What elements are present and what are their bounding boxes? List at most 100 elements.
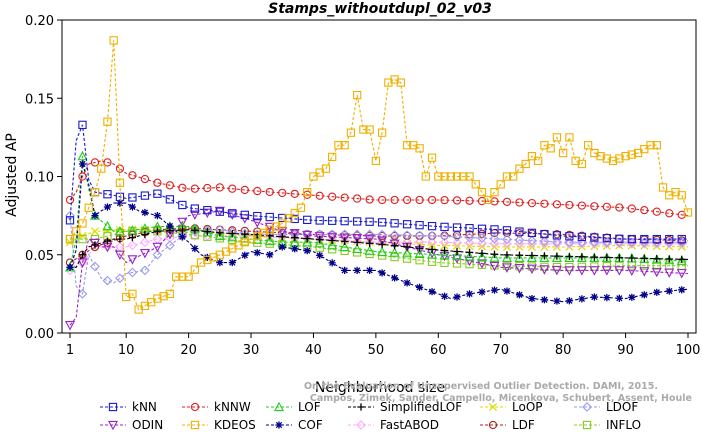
data-point-odin xyxy=(127,255,138,265)
data-point-kdeos xyxy=(602,154,611,163)
series-cof xyxy=(66,160,689,305)
data-point-fastabod xyxy=(227,231,238,241)
data-point-kdeos xyxy=(278,219,287,228)
data-point-odin xyxy=(514,264,525,274)
series-knn xyxy=(65,120,688,244)
y-axis-label: Adjusted AP xyxy=(4,133,20,217)
data-point-kdeos xyxy=(608,156,618,165)
data-point-ldof xyxy=(152,249,163,260)
data-point-inflo xyxy=(615,261,624,271)
data-point-loop xyxy=(490,242,499,251)
data-point-knn xyxy=(278,213,287,223)
data-point-knnw xyxy=(240,185,249,195)
data-point-knnw xyxy=(278,188,287,198)
data-point-knn xyxy=(665,234,674,244)
data-point-kdeos xyxy=(284,214,293,223)
data-point-cof xyxy=(540,296,549,304)
data-point-ldof xyxy=(601,237,612,248)
data-point-cof xyxy=(590,293,598,301)
data-point-knnw xyxy=(265,187,274,197)
legend-label-inflo: INFLO xyxy=(606,418,641,432)
data-point-ldf xyxy=(377,231,387,241)
data-point-knnw xyxy=(627,204,636,213)
data-point-kdeos xyxy=(434,172,443,181)
x-tick-label: 30 xyxy=(243,343,260,358)
data-point-fastabod xyxy=(189,231,200,241)
data-point-knnw xyxy=(253,186,262,196)
data-point-knn xyxy=(78,120,87,130)
data-point-knnw xyxy=(640,205,649,215)
series-line-odin xyxy=(69,210,689,326)
data-point-ldof xyxy=(377,229,387,240)
legend-item-ldof: LDOF xyxy=(574,400,638,414)
data-point-odin xyxy=(302,230,313,241)
data-point-ldof xyxy=(502,234,512,245)
data-point-odin xyxy=(626,266,637,276)
data-point-simplifiedlof xyxy=(578,253,586,261)
data-point-cof xyxy=(191,244,199,253)
data-point-lof xyxy=(564,252,575,263)
legend-marker-odin xyxy=(107,420,119,431)
data-point-simplifiedlof xyxy=(78,251,87,259)
data-point-knnw xyxy=(165,181,175,190)
data-point-knnw xyxy=(128,171,137,180)
data-point-knnw xyxy=(78,172,87,181)
data-point-cof xyxy=(328,259,336,267)
data-point-simplifiedlof xyxy=(628,254,636,262)
data-point-lof xyxy=(501,252,512,263)
data-point-odin xyxy=(476,259,488,269)
data-point-simplifiedlof xyxy=(278,233,286,241)
y-tick-label: 0.15 xyxy=(25,92,54,107)
data-point-loop xyxy=(540,242,549,251)
data-point-kdeos xyxy=(97,164,106,173)
data-point-ldof xyxy=(552,237,562,247)
data-point-knn xyxy=(390,219,399,228)
data-point-cof xyxy=(403,279,411,287)
y-tick-label: 0.00 xyxy=(25,327,54,342)
data-point-lof xyxy=(214,230,225,241)
data-point-knnw xyxy=(477,196,487,206)
data-point-ldof xyxy=(639,237,650,248)
legend-item-loop: LoOP xyxy=(480,400,543,414)
legend-marker-loop xyxy=(488,402,498,412)
data-point-odin xyxy=(277,227,288,237)
x-tick-label: 50 xyxy=(368,343,385,358)
data-point-knn xyxy=(140,191,150,200)
data-point-cof xyxy=(153,212,161,220)
data-point-knnw xyxy=(178,183,187,192)
data-point-lof xyxy=(389,247,400,257)
data-point-knnw xyxy=(552,200,562,209)
data-point-knn xyxy=(290,214,299,224)
data-point-knnw xyxy=(402,195,412,205)
data-point-knn xyxy=(153,189,162,198)
data-point-odin xyxy=(202,208,213,219)
data-point-knnw xyxy=(115,164,125,173)
series-knnw xyxy=(65,158,689,219)
data-point-knn xyxy=(228,209,237,218)
data-point-ldof xyxy=(564,237,575,248)
data-point-kdeos xyxy=(621,152,630,161)
data-point-simplifiedlof xyxy=(116,235,124,243)
data-point-ldof xyxy=(115,273,125,284)
data-point-fastabod xyxy=(477,238,487,249)
data-point-knnw xyxy=(340,193,349,202)
data-point-simplifiedlof xyxy=(415,244,424,252)
data-point-fastabod xyxy=(489,238,500,249)
data-point-cof xyxy=(415,283,424,291)
data-point-kdeos xyxy=(303,188,312,197)
data-point-kdeos xyxy=(334,141,343,150)
series-odin xyxy=(64,206,689,331)
data-point-knnw xyxy=(540,199,549,208)
data-point-kdeos xyxy=(490,188,499,197)
data-point-knn xyxy=(565,232,574,241)
data-point-fastabod xyxy=(464,238,475,248)
data-point-simplifiedlof xyxy=(478,249,486,257)
data-point-knnw xyxy=(677,210,686,219)
data-point-odin xyxy=(589,266,600,276)
data-point-lof xyxy=(476,251,488,262)
data-point-lof xyxy=(452,250,463,260)
data-point-simplifiedlof xyxy=(378,240,386,249)
y-tick-label: 0.10 xyxy=(25,171,54,186)
data-point-knn xyxy=(165,195,175,204)
